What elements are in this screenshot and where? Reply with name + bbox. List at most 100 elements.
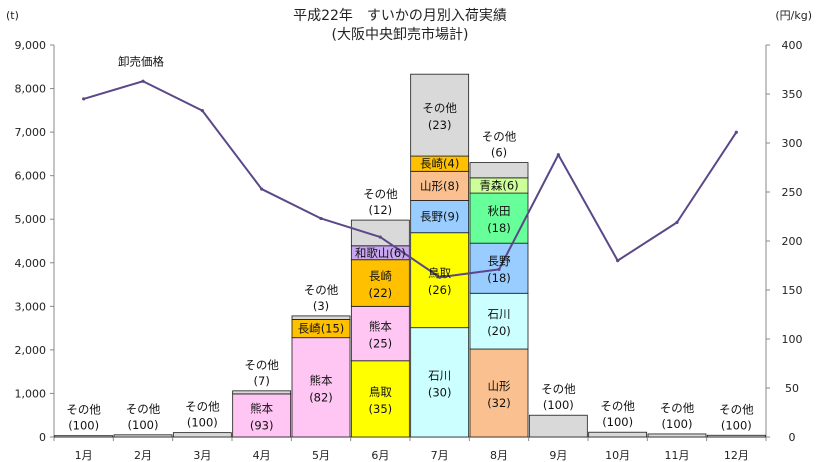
x-tick-label: 6月 [371, 449, 389, 462]
y-tick-label: 6,000 [15, 170, 47, 183]
segment-share-label: (100) [602, 415, 633, 429]
y-tick-label: 7,000 [15, 126, 47, 139]
chart-subtitle: (大阪中央卸売市場計) [332, 26, 469, 43]
segment-share-label: (7) [254, 374, 270, 388]
bar-segment [588, 431, 648, 438]
segment-share-label: (100) [721, 418, 752, 432]
segment-name-label: その他 [541, 382, 576, 396]
y2-tick-label: 250 [782, 186, 803, 199]
segment-share-label: (32) [487, 396, 511, 410]
segment-name-label: 山形 [488, 379, 511, 393]
bar-segment [469, 348, 529, 438]
bar-segment [706, 434, 766, 438]
segment-name-label: その他 [422, 101, 457, 115]
segment-name-label: 秋田 [488, 204, 511, 218]
price-line [83, 80, 738, 279]
segment-name-label: 石川 [428, 368, 451, 382]
x-tick-label: 11月 [665, 449, 690, 462]
segment-name-label: その他 [482, 130, 517, 144]
x-tick-label: 3月 [193, 449, 211, 462]
y-tick-label: 2,000 [15, 344, 47, 357]
bar-segment [350, 219, 410, 247]
bar-segment [528, 414, 588, 438]
y2-tick-label: 300 [782, 137, 803, 150]
bar-segment [410, 232, 470, 329]
price-point [675, 220, 679, 224]
segment-share-label: (26) [428, 283, 452, 297]
segment-share-label: (93) [250, 418, 274, 432]
price-point [734, 130, 738, 134]
bar-segment [410, 170, 470, 201]
segment-share-label: (20) [487, 324, 511, 338]
axes: 0 1,000 2,000 3,000 4,000 5,000 6,000 7,000 8,00… [15, 39, 803, 462]
y-tick-label: 3,000 [15, 300, 47, 313]
segment-share-label: (12) [369, 203, 393, 217]
y-tick-label: 5,000 [15, 213, 47, 226]
price-line-group: 卸売価格 [82, 54, 738, 279]
segment-name-label: 長野 [420, 210, 443, 224]
price-point [200, 109, 204, 113]
segment-name-label: 熊本 [250, 401, 273, 415]
y2-tick-label: 200 [782, 235, 803, 248]
y2-tick-label: 400 [782, 39, 803, 52]
bar-segment [410, 327, 470, 438]
segment-name-label: 長崎 [420, 157, 443, 171]
price-point [616, 259, 620, 263]
segment-share-label: (18) [487, 221, 511, 235]
y2-tick-label: 150 [782, 284, 803, 297]
segment-share-label: (100) [128, 418, 159, 432]
price-point [141, 79, 145, 83]
price-point [378, 235, 382, 239]
segment-share-label: (100) [662, 417, 693, 431]
price-line-label: 卸売価格 [118, 54, 164, 68]
segment-share-label: (35) [369, 402, 393, 416]
x-tick-label: 5月 [312, 449, 330, 462]
price-point [497, 267, 501, 272]
bar-segment [410, 200, 470, 234]
segment-inline-label: 長崎(15) [298, 322, 345, 336]
bar-segment [410, 73, 470, 157]
segment-name-label: その他 [363, 187, 398, 201]
segment-label-group: その他 (100) その他 (100) その他 (100) 熊本 (93) その他 (7) 熊本 (8… [66, 101, 754, 433]
segment-share-label: (25) [369, 337, 393, 351]
x-tick-label: 12月 [724, 449, 749, 462]
segment-name-label: その他 [244, 358, 279, 372]
bar-segment [350, 305, 410, 362]
segment-inline-label: 青森(6) [479, 178, 518, 192]
y-right-unit: (円/kg) [775, 9, 812, 22]
segment-share-label: (3) [313, 299, 329, 313]
y-tick-label: 4,000 [15, 257, 47, 270]
chart-title: 平成22年 すいかの月別入荷実績 [293, 8, 507, 24]
segment-inline-label: 長野(9) [420, 210, 459, 224]
segment-share-label: (100) [187, 416, 218, 430]
segment-name-label: 熊本 [310, 373, 333, 387]
segment-share-label: (8) [443, 179, 459, 193]
segment-share-label: (6) [502, 178, 518, 192]
price-point [556, 153, 560, 157]
segment-share-label: (9) [443, 210, 459, 224]
segment-name-label: 青森 [479, 178, 502, 192]
segment-name-label: 和歌山 [355, 246, 390, 260]
segment-name-label: 長崎 [369, 269, 392, 283]
bar-segment [54, 435, 114, 438]
bar-segment [232, 390, 292, 395]
x-tick-label: 2月 [134, 449, 152, 462]
x-tick-label: 4月 [253, 449, 271, 462]
x-tick-label: 9月 [549, 449, 567, 462]
bar-segment [291, 337, 351, 438]
segment-name-label: その他 [304, 283, 339, 297]
segment-inline-label: 長崎(4) [420, 157, 459, 171]
price-point [438, 275, 442, 279]
bar-segment [172, 432, 232, 438]
segment-name-label: 長崎 [298, 322, 321, 336]
y2-tick-label: 0 [789, 431, 796, 444]
segment-name-label: その他 [600, 399, 635, 413]
bar-stack-group [54, 73, 766, 438]
segment-inline-label: 山形(8) [420, 179, 459, 193]
bar-segment [350, 259, 410, 307]
price-point [319, 216, 323, 221]
segment-share-label: (100) [543, 398, 574, 412]
bar-segment [469, 162, 529, 179]
segment-name-label: その他 [185, 400, 220, 414]
